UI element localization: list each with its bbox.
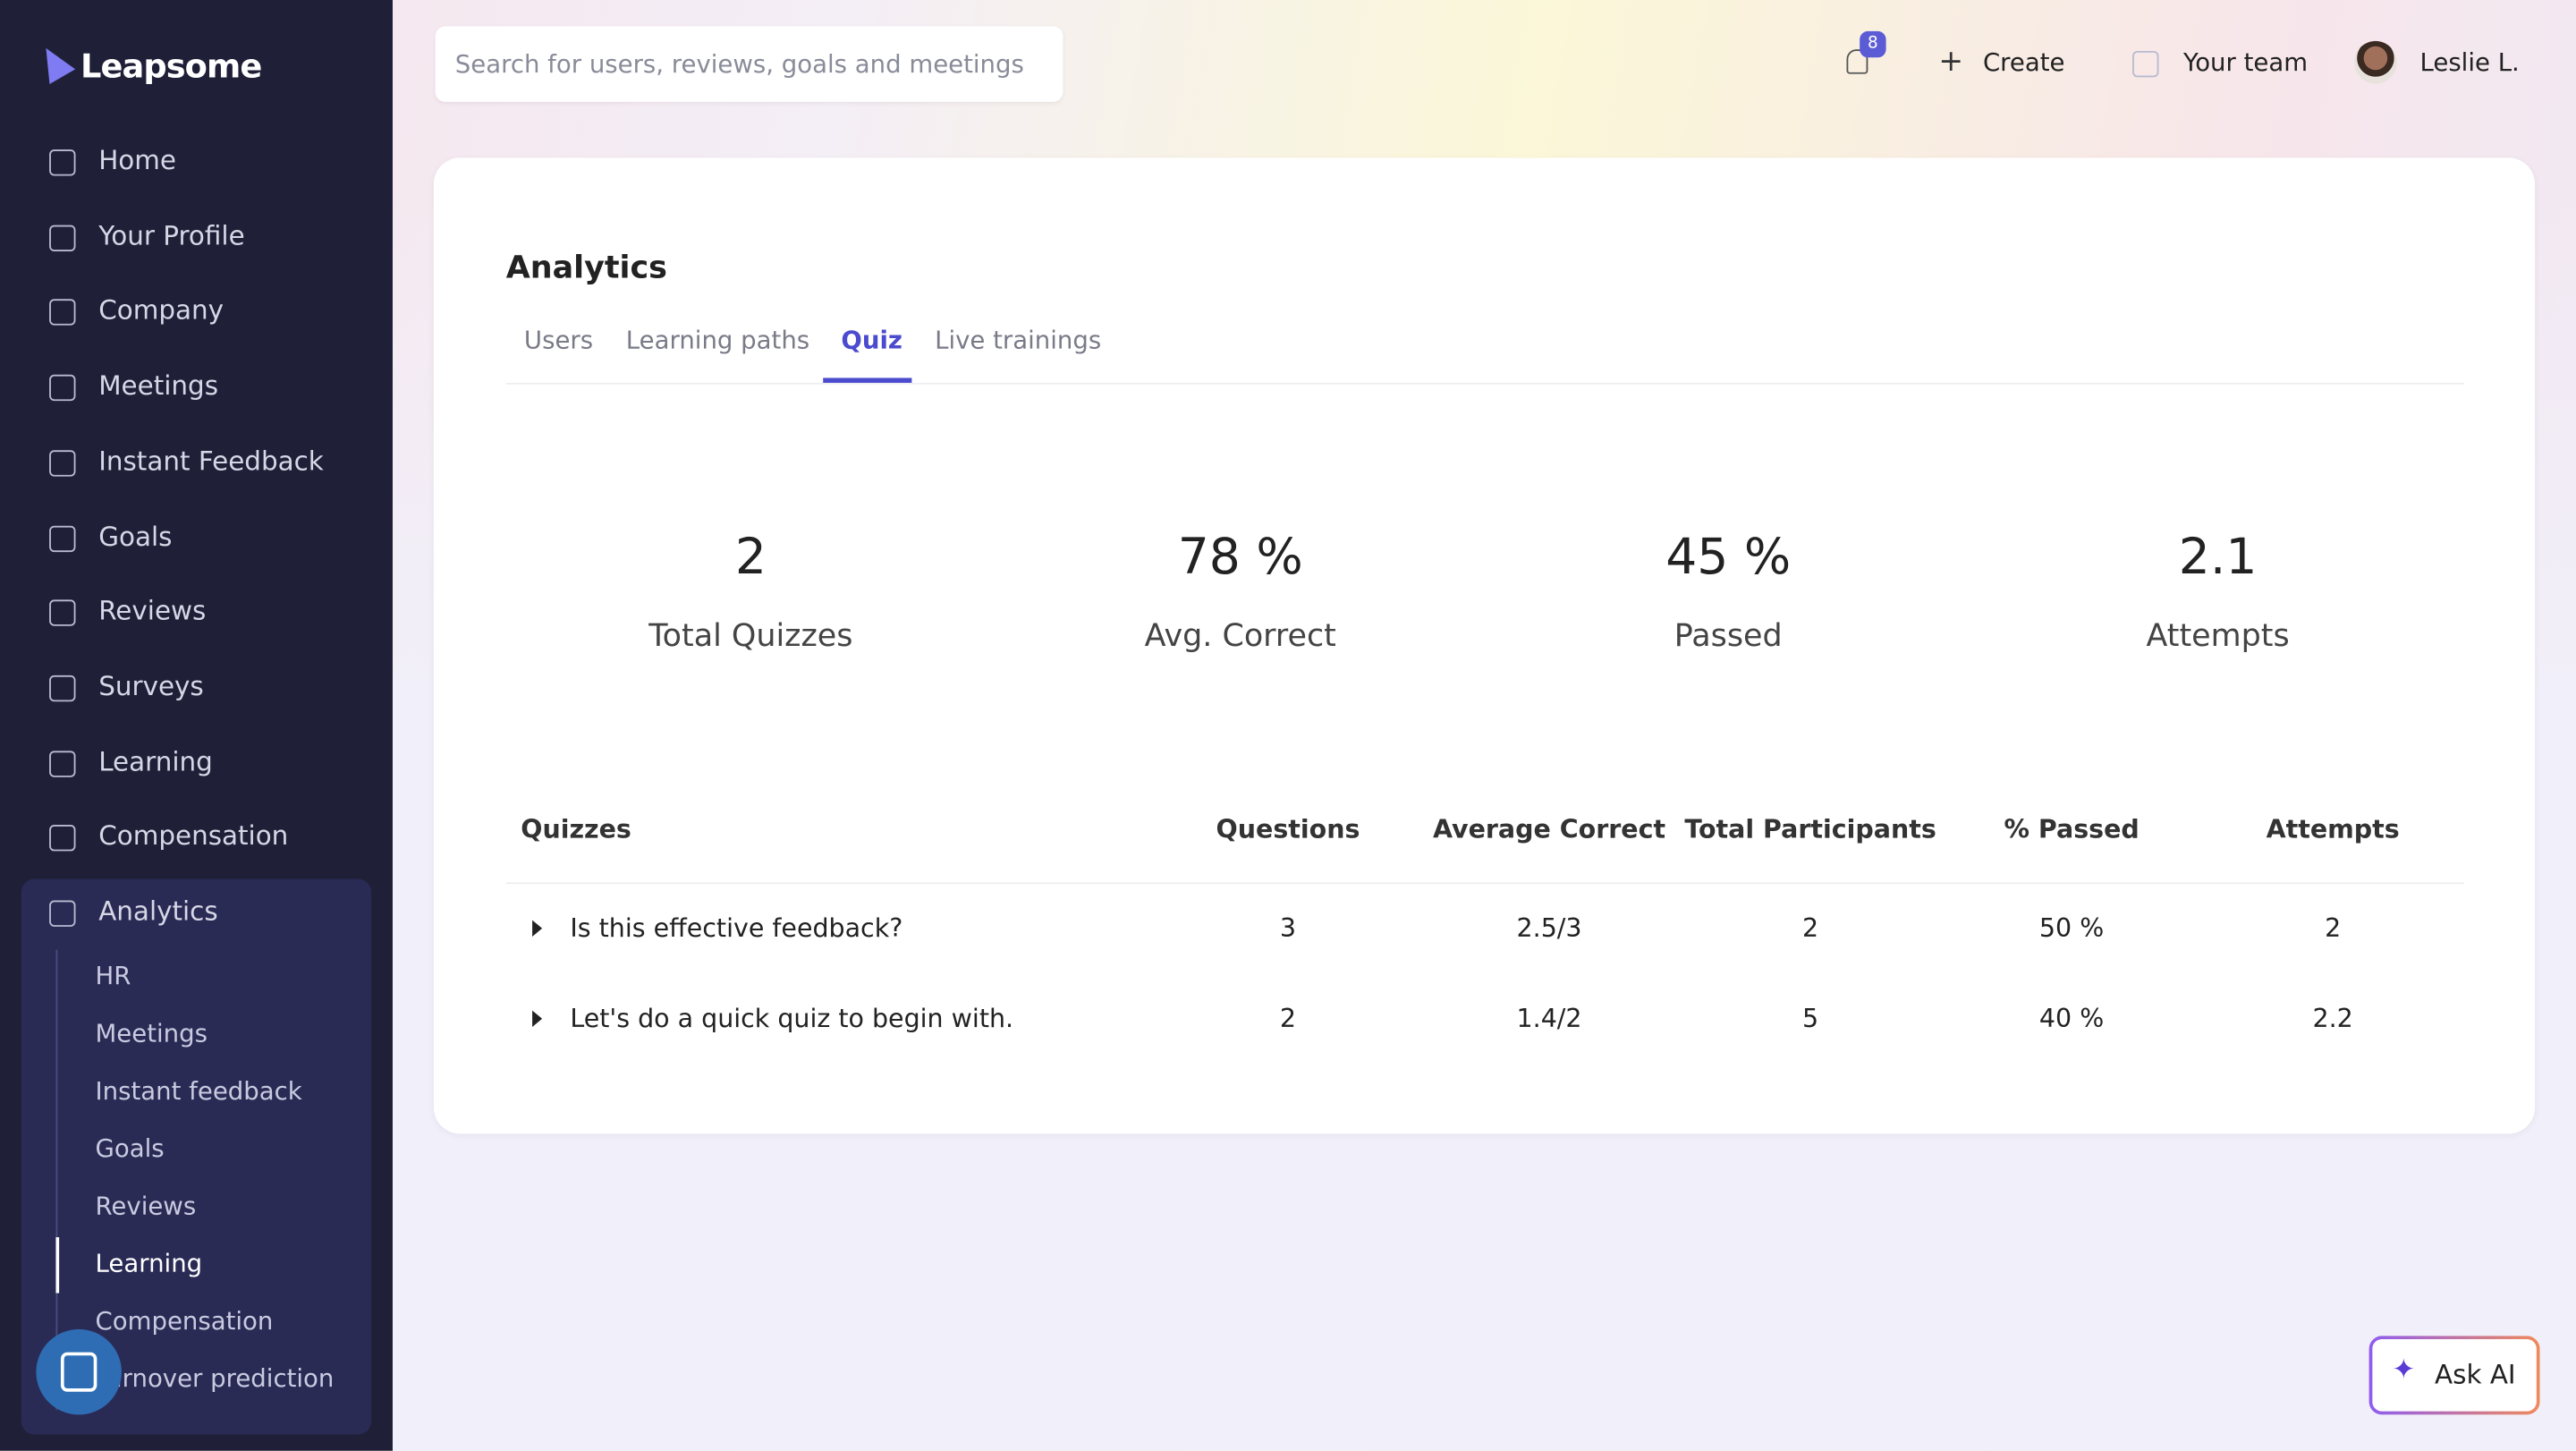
table-cell: 2.2 bbox=[2312, 1004, 2353, 1034]
bell-icon[interactable] bbox=[1846, 49, 1868, 74]
search-placeholder: Search for users, reviews, goals and mee… bbox=[454, 49, 1024, 80]
stat-label: Passed bbox=[1674, 617, 1783, 655]
nav-item[interactable]: Compensation bbox=[98, 820, 289, 852]
header-divider bbox=[505, 882, 2465, 885]
nav-item[interactable]: Home bbox=[98, 144, 176, 176]
nav-icon bbox=[49, 374, 76, 402]
subnav-item[interactable]: Goals bbox=[95, 1133, 165, 1164]
subnav-item[interactable]: HR bbox=[95, 961, 131, 991]
subnav-item[interactable]: Reviews bbox=[95, 1191, 197, 1221]
user-name[interactable]: Leslie L. bbox=[2419, 47, 2520, 78]
nav-item[interactable]: Goals bbox=[98, 520, 173, 552]
column-header: Attempts bbox=[2266, 815, 2400, 845]
table-cell: Is this effective feedback? bbox=[570, 913, 903, 944]
chat-button[interactable] bbox=[36, 1328, 122, 1415]
table-cell: 50 % bbox=[2038, 913, 2105, 944]
stat-label: Total Quizzes bbox=[648, 617, 853, 655]
nav-icon bbox=[49, 599, 76, 627]
subnav-item[interactable]: Meetings bbox=[95, 1018, 208, 1048]
stat-value: 2.1 bbox=[2178, 529, 2258, 587]
table-cell: 2.5/3 bbox=[1516, 913, 1582, 944]
stat-value: 2 bbox=[734, 529, 767, 587]
table-cell: 40 % bbox=[2038, 1004, 2105, 1034]
tab-underline bbox=[823, 378, 912, 383]
nav-icon bbox=[49, 149, 76, 176]
stat-value: 45 % bbox=[1665, 529, 1792, 587]
table-cell: 1.4/2 bbox=[1516, 1004, 1582, 1034]
nav-item[interactable]: Your Profile bbox=[98, 219, 245, 251]
logo: Leapsome bbox=[80, 46, 262, 86]
nav-icon bbox=[49, 225, 76, 251]
nav-item[interactable]: Instant Feedback bbox=[98, 445, 324, 477]
sparkle-icon: ✦ bbox=[2392, 1353, 2416, 1387]
nav-item[interactable]: Reviews bbox=[98, 595, 207, 627]
column-header: Average Correct bbox=[1433, 815, 1666, 845]
nav-item[interactable]: Surveys bbox=[98, 670, 204, 702]
nav-icon bbox=[49, 300, 76, 327]
tab[interactable]: Live trainings bbox=[935, 325, 1102, 355]
nav-item[interactable]: Meetings bbox=[98, 369, 218, 402]
nav-icon bbox=[49, 825, 76, 852]
search-box[interactable]: Search for users, reviews, goals and mee… bbox=[435, 26, 1063, 102]
avatar[interactable] bbox=[2354, 40, 2397, 84]
tab[interactable]: Learning paths bbox=[625, 325, 810, 355]
expand-toggle[interactable] bbox=[532, 920, 543, 937]
page-title: Analytics bbox=[505, 250, 667, 286]
notification-badge: 8 bbox=[1860, 30, 1886, 58]
table-cell: Let's do a quick quiz to begin with. bbox=[570, 1004, 1014, 1034]
column-header: % Passed bbox=[2004, 815, 2140, 845]
table-cell: 2 bbox=[1279, 1004, 1297, 1034]
active-bar bbox=[55, 1237, 60, 1294]
table-cell: 2 bbox=[1802, 913, 1819, 944]
tab[interactable]: Quiz bbox=[841, 325, 902, 355]
column-header: Total Participants bbox=[1684, 815, 1936, 845]
stat-label: Attempts bbox=[2146, 617, 2290, 655]
nav-icon bbox=[49, 900, 76, 927]
table-cell: 5 bbox=[1802, 1004, 1819, 1034]
nav-icon bbox=[49, 750, 76, 777]
column-header: Quizzes bbox=[521, 815, 631, 845]
team-button[interactable]: Your team bbox=[2183, 47, 2309, 78]
chat-icon bbox=[60, 1352, 97, 1392]
table-cell: 3 bbox=[1279, 913, 1297, 944]
stat-value: 78 % bbox=[1177, 529, 1303, 587]
nav-icon bbox=[49, 675, 76, 702]
subnav-item[interactable]: Instant feedback bbox=[95, 1076, 302, 1107]
subnav-item[interactable]: Turnover prediction bbox=[95, 1363, 335, 1394]
subnav-rail bbox=[55, 949, 58, 1410]
nav-icon bbox=[49, 449, 76, 477]
team-icon bbox=[2132, 50, 2159, 78]
expand-toggle[interactable] bbox=[532, 1010, 543, 1027]
nav-icon bbox=[49, 524, 76, 552]
ask-ai-button[interactable]: ✦ Ask AI bbox=[2369, 1336, 2540, 1414]
tab[interactable]: Users bbox=[523, 325, 594, 355]
create-button[interactable]: Create bbox=[1982, 47, 2065, 78]
subnav-item[interactable]: Learning bbox=[95, 1248, 203, 1278]
sidebar: Leapsome Home Your Profile Company Meetings I… bbox=[0, 0, 393, 1451]
stat-label: Avg. Correct bbox=[1144, 617, 1336, 655]
plus-icon: + bbox=[1938, 44, 1964, 80]
ask-ai-label: Ask AI bbox=[2435, 1358, 2516, 1390]
subnav-item[interactable]: Compensation bbox=[95, 1306, 274, 1336]
analytics-card: Analytics Users Learning paths Quiz Live tra… bbox=[433, 157, 2536, 1134]
nav-item[interactable]: Learning bbox=[98, 745, 213, 777]
table-cell: 2 bbox=[2325, 913, 2342, 944]
nav-item[interactable]: Company bbox=[98, 294, 225, 327]
nav-item[interactable]: Analytics bbox=[98, 895, 218, 927]
tab-divider bbox=[505, 382, 2465, 385]
column-header: Questions bbox=[1216, 815, 1360, 845]
